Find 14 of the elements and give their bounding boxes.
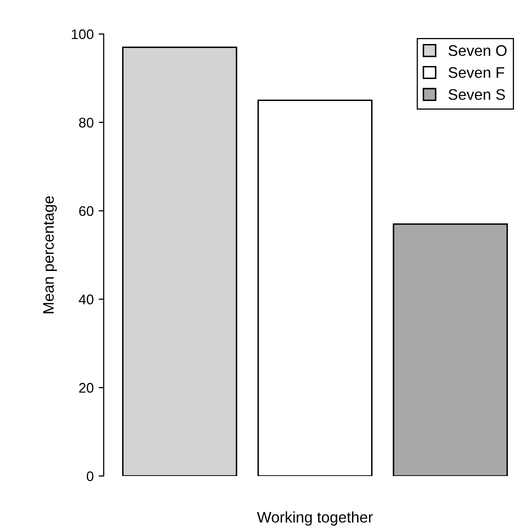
bar	[257, 100, 373, 476]
y-axis-title: Mean percentage	[43, 196, 57, 314]
y-tick-label: 0	[86, 471, 94, 482]
legend-label: Seven F	[448, 67, 504, 78]
legend-label: Seven O	[448, 45, 507, 56]
bar	[392, 223, 508, 476]
y-tick-label: 60	[79, 206, 94, 216]
y-tick-label: 100	[72, 29, 94, 40]
y-tick-label: 40	[78, 294, 94, 304]
y-tick-label: 20	[79, 382, 94, 393]
y-tick-label: 80	[79, 118, 94, 128]
legend-label: Seven S	[448, 89, 505, 100]
bar	[122, 46, 238, 476]
x-axis-title: Working together	[257, 511, 373, 526]
